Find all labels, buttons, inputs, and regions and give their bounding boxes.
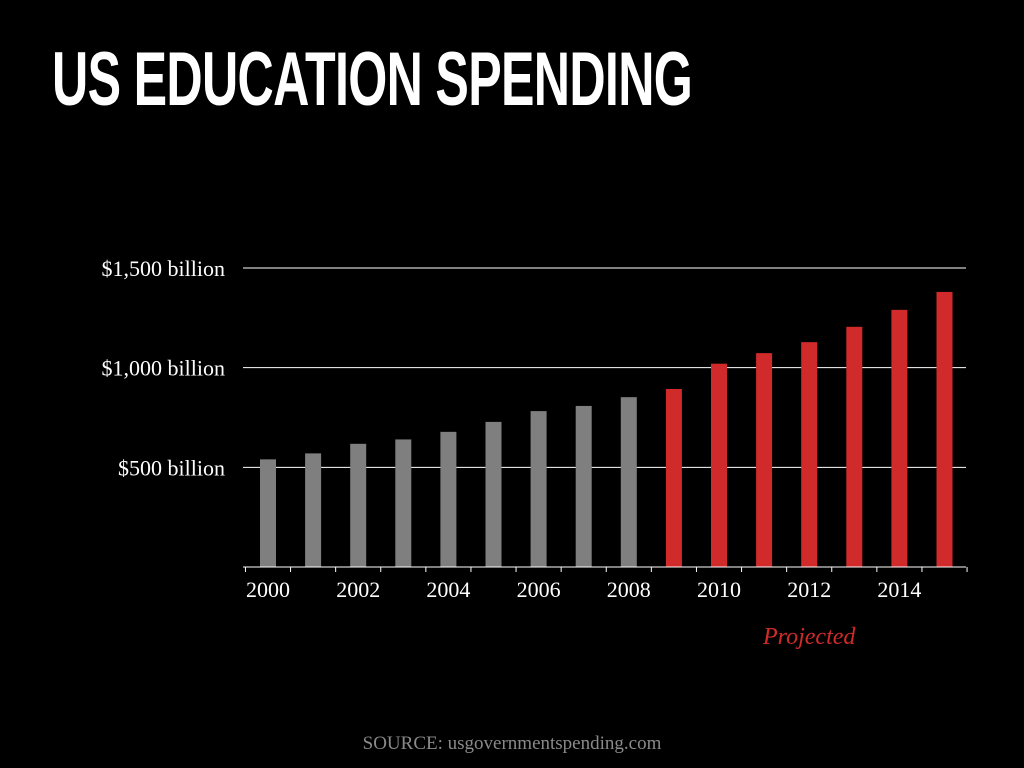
actual-bar-2004: [440, 431, 457, 567]
bars: [260, 291, 953, 567]
actual-bar-2008: [620, 397, 637, 567]
projected-annotation: Projected: [762, 624, 856, 650]
annotations: Projected: [762, 624, 856, 650]
projected-bar-2010: [711, 363, 727, 567]
x-axis: [243, 566, 968, 572]
y-tick-label: $500 billion: [118, 455, 225, 480]
actual-bar-2002: [350, 443, 367, 567]
actual-bar-2003: [395, 439, 412, 567]
x-axis-labels: 2000 2002 2004 2006 2008 2010 2012 2014: [246, 577, 921, 602]
x-tick-label: 2008: [607, 577, 651, 602]
x-tick-label: 2004: [426, 577, 470, 602]
x-tick-label: 2012: [787, 577, 831, 602]
projected-bar-2015: [936, 291, 953, 567]
slide-title: US EDUCATION SPENDING: [52, 37, 693, 122]
y-axis-labels: $500 billion $1,000 billion $1,500 billion: [102, 256, 225, 480]
projected-bar-2013: [846, 326, 863, 567]
projected-bar-2012: [801, 342, 818, 567]
actual-bar-2000: [260, 459, 276, 567]
y-tick-label: $1,500 billion: [102, 256, 225, 281]
source-note: SOURCE: usgovernmentspending.com: [362, 733, 662, 754]
x-tick-label: 2006: [517, 577, 561, 602]
x-tick-label: 2002: [336, 577, 380, 602]
x-tick-label: 2010: [697, 577, 741, 602]
actual-bar-2005: [485, 421, 502, 567]
projected-bar-2014: [891, 309, 908, 567]
y-tick-label: $1,000 billion: [102, 356, 225, 381]
actual-bar-2001: [305, 453, 322, 567]
projected-bar-2011: [756, 353, 773, 567]
projected-bar-2009: [665, 388, 682, 567]
actual-bar-2007: [575, 405, 592, 567]
actual-bar-2006: [530, 411, 547, 567]
x-tick-label: 2014: [877, 577, 921, 602]
x-tick-label: 2000: [246, 577, 290, 602]
